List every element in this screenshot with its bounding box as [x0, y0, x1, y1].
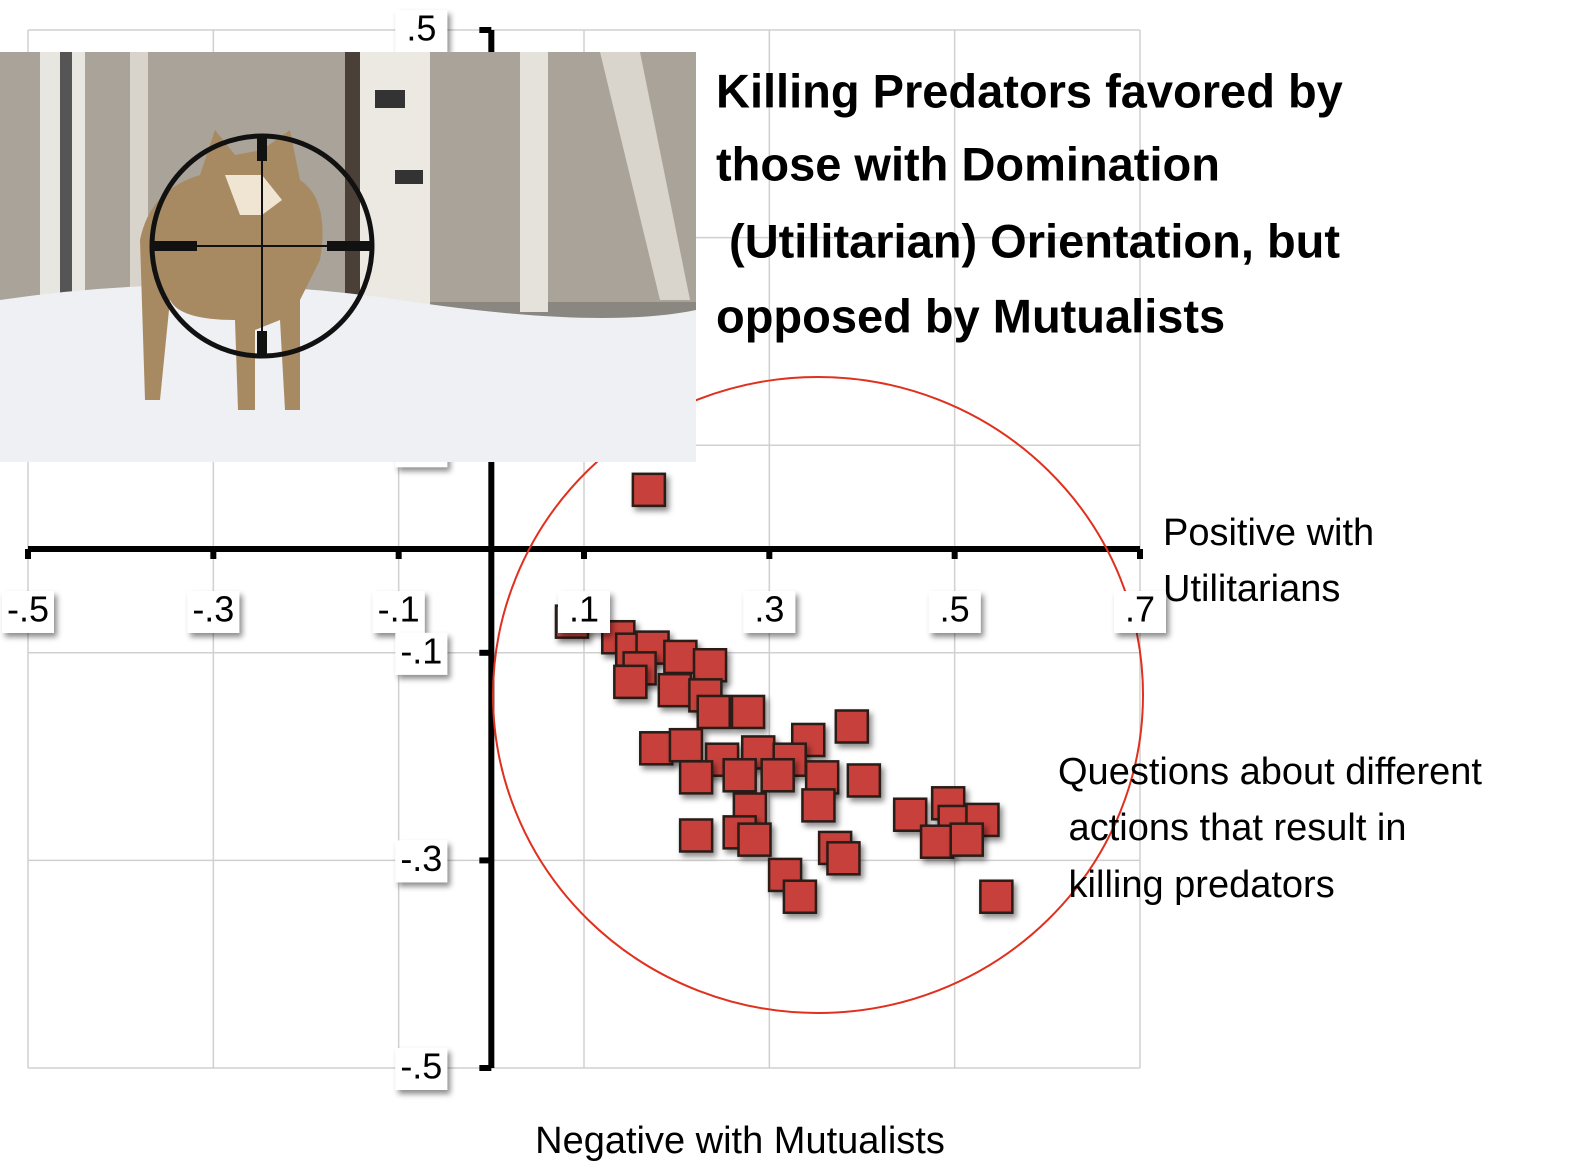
point	[848, 764, 880, 796]
cluster-circle	[493, 377, 1143, 1013]
y-annotation: Negative with Mutualists	[535, 1120, 945, 1162]
x-tick-label: .5	[940, 589, 970, 630]
point	[921, 826, 953, 858]
y-tick-label: -.3	[400, 838, 442, 879]
x-tick-label: .1	[569, 589, 599, 630]
title-line: Killing Predators favored by	[716, 64, 1343, 117]
point	[640, 732, 672, 764]
title-line: (Utilitarian) Orientation, but	[716, 214, 1340, 267]
point	[802, 789, 834, 821]
x-tick-label: -.3	[192, 589, 234, 630]
cluster-annotation: killing predators	[1058, 864, 1335, 906]
title-line: those with Domination	[716, 137, 1220, 190]
cluster-annotation: Questions about different	[1058, 751, 1482, 793]
point	[659, 674, 691, 706]
point	[724, 759, 756, 791]
point	[614, 666, 646, 698]
x-tick-label: -.1	[378, 589, 420, 630]
point	[762, 759, 794, 791]
point	[680, 761, 712, 793]
chart: -.5-.3-.1.1.3.5.7.5.3.1-.1-.3-.5 Killing…	[0, 0, 1579, 1176]
y-tick-label: -.5	[400, 1046, 442, 1087]
point	[784, 881, 816, 913]
point	[980, 881, 1012, 913]
x-tick-label: .7	[1125, 589, 1155, 630]
x-tick-label: .3	[754, 589, 784, 630]
title-line: opposed by Mutualists	[716, 289, 1225, 342]
point	[836, 710, 868, 742]
point	[698, 696, 730, 728]
point	[827, 842, 859, 874]
photo	[0, 52, 696, 462]
point	[680, 819, 712, 851]
point	[732, 696, 764, 728]
point	[670, 729, 702, 761]
point	[664, 641, 696, 673]
point	[633, 474, 665, 506]
point	[951, 824, 983, 856]
x-tick-label: -.5	[7, 589, 49, 630]
cluster-annotation: actions that result in	[1058, 807, 1407, 849]
y-tick-label: -.1	[400, 630, 442, 671]
point	[739, 824, 771, 856]
points	[556, 474, 1012, 913]
point	[694, 649, 726, 681]
x-annotation: Positive with	[1163, 512, 1374, 554]
y-tick-label: .5	[406, 8, 436, 49]
x-annotation: Utilitarians	[1163, 568, 1340, 610]
